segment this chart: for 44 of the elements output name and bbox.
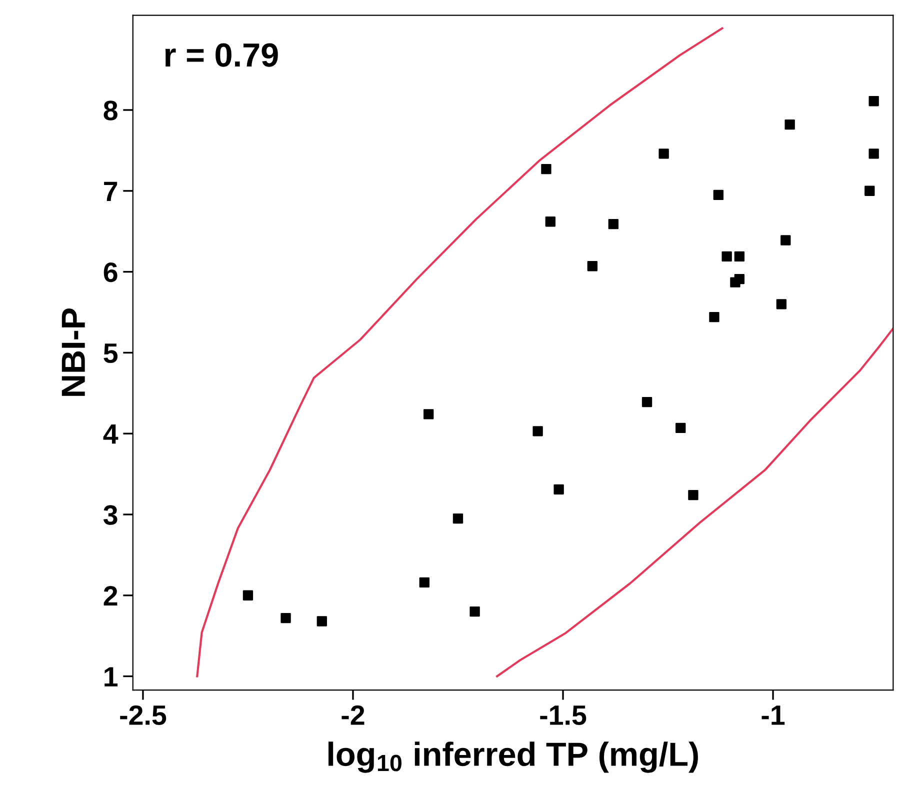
- point: [419, 577, 430, 588]
- point: [541, 164, 552, 174]
- x-tick-label: -2: [342, 705, 364, 725]
- point: [776, 299, 787, 310]
- point: [734, 274, 745, 284]
- point: [780, 235, 791, 246]
- point: [242, 590, 254, 600]
- point: [316, 616, 327, 626]
- point: [868, 96, 879, 106]
- point: [734, 251, 745, 262]
- y-tick-label: 5: [104, 344, 118, 364]
- point: [608, 218, 618, 230]
- point: [545, 216, 556, 227]
- point: [784, 119, 795, 130]
- point: [688, 490, 698, 500]
- point: [676, 422, 686, 434]
- y-tick-label: 1: [104, 667, 118, 686]
- y-tick-label: 7: [104, 182, 118, 201]
- x-tick-label: -2.5: [120, 705, 166, 726]
- point: [532, 426, 543, 436]
- point: [452, 513, 464, 524]
- point: [424, 409, 434, 420]
- point: [864, 186, 875, 196]
- x-axis-title: log$_{10}$ inferred TP (mg/L): [328, 742, 698, 773]
- point: [658, 148, 669, 159]
- y-tick-label: 4: [103, 424, 118, 444]
- y-tick-label: 8: [104, 100, 118, 120]
- point: [722, 251, 732, 262]
- line-series: [496, 327, 894, 678]
- y-axis-title: NBI-P: [62, 308, 85, 396]
- y-tick-label: 2: [104, 586, 118, 606]
- annotation: r = 0.79: [165, 43, 278, 67]
- point: [470, 606, 480, 617]
- y-tick-label: 3: [103, 505, 118, 525]
- x-tick-label: -1.5: [540, 706, 586, 726]
- x-tick-label: -1: [762, 706, 785, 725]
- y-tick-label: 6: [104, 262, 118, 282]
- point: [868, 148, 879, 159]
- point: [713, 190, 724, 200]
- point: [554, 484, 564, 494]
- point: [280, 612, 291, 624]
- point: [587, 261, 598, 272]
- point: [642, 396, 652, 408]
- point: [709, 312, 720, 322]
